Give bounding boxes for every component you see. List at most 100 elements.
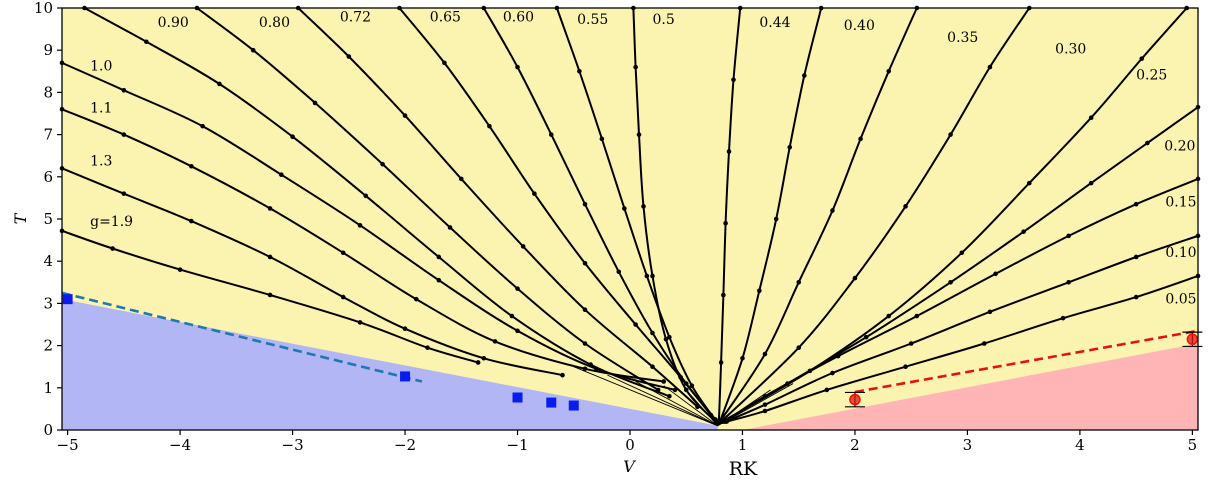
curve-point-0.05-6 <box>762 408 768 414</box>
curve-point-0.25-5 <box>886 313 891 319</box>
curve-point-0.15-2 <box>1066 233 1071 239</box>
curve-point-0.5-2 <box>636 132 642 137</box>
x-tick-label-2: −3 <box>282 436 304 454</box>
curve-point-0.65-3 <box>532 191 537 196</box>
curve-point-0.30-4 <box>852 275 858 281</box>
blue-marker-1 <box>400 371 411 382</box>
boundary-fit-left <box>61 291 423 383</box>
curve-0.90 <box>82 5 672 399</box>
curve-point-0.15-4 <box>914 313 920 319</box>
curve-label-1.3: 1.3 <box>90 153 112 169</box>
y-tick-label-7: 7 <box>43 126 53 144</box>
curve-point-0.20-5 <box>863 334 869 340</box>
curve-point-0.10-4 <box>908 341 914 346</box>
curve-point-g-1.9-4 <box>357 320 363 325</box>
curve-point-0.44-5 <box>718 360 724 365</box>
y-axis-label: T <box>11 212 30 224</box>
curve-point-0.90-7 <box>588 362 593 367</box>
x-tick-label-9: 4 <box>1075 436 1085 454</box>
red-marker-1 <box>1182 331 1203 348</box>
curve-point-1.3-5 <box>402 326 408 332</box>
curve-0.5 <box>631 5 721 426</box>
temperature-curves <box>59 5 1201 426</box>
curve-point-0.90-3 <box>290 134 295 140</box>
curve-point-0.20-3 <box>1021 229 1026 234</box>
curve-point-0.35-5 <box>762 351 768 357</box>
curve-point-0.72-2 <box>402 113 408 118</box>
curve-point-1.1-1 <box>121 132 127 137</box>
curve-1.1 <box>59 106 667 384</box>
x-tick-label-7: 2 <box>850 436 860 454</box>
curve-point-0.35-1 <box>886 69 891 74</box>
y-tick-label-1: 1 <box>43 379 53 397</box>
curve-point-0.15-3 <box>993 271 998 277</box>
curve-point-0.10-6 <box>762 402 768 407</box>
curve-label-0.35: 0.35 <box>947 30 978 46</box>
x-tick-label-8: 3 <box>963 436 973 454</box>
curve-point-0.80-1 <box>250 47 256 53</box>
curve-point-0.44-4 <box>721 292 726 298</box>
y-tick-label-2: 2 <box>43 337 53 355</box>
curve-point-0.60-2 <box>548 132 554 137</box>
curve-point-0.35-3 <box>830 208 835 213</box>
curve-point-0.90-1 <box>144 39 149 45</box>
curve-point-0.30-5 <box>796 345 802 351</box>
curve-point-0.05-3 <box>981 341 987 346</box>
curve-line-0.15 <box>723 177 1199 423</box>
y-tick-label-3: 3 <box>43 294 53 312</box>
curve-point-g-1.9-5 <box>425 345 430 351</box>
curve-label-0.80: 0.80 <box>259 15 290 31</box>
curve-point-1.0-5 <box>436 277 442 283</box>
curve-point-0.65-5 <box>633 322 638 327</box>
curve-label-0.60: 0.60 <box>503 10 534 26</box>
curve-point-0.80-6 <box>582 341 588 346</box>
curve-point-1.3-1 <box>121 191 127 196</box>
x-axis-label: V <box>623 457 636 476</box>
curve-point-0.90-4 <box>363 193 368 199</box>
curve-line-0.65 <box>398 7 712 416</box>
curve-point-0.65-2 <box>487 123 492 129</box>
curve-label-0.90: 0.90 <box>158 15 189 31</box>
boundary-fit-right <box>854 329 1199 394</box>
curve-label-g-1.9: g=1.9 <box>90 214 133 230</box>
curve-point-0.05-4 <box>903 364 908 370</box>
curve-point-0.25-2 <box>1088 115 1094 121</box>
curve-point-1.0-4 <box>357 223 363 228</box>
axis-ticks: −5 −4 −3 −2 −1 0 1 2 3 4 5 0 1 2 3 4 5 6 7 8 9 10 <box>34 0 1197 454</box>
boundary-markers <box>62 294 1203 411</box>
curve-point-0.80-5 <box>515 286 520 291</box>
curve-point-0.60-1 <box>515 64 520 70</box>
curve-point-0.55-5 <box>667 334 672 340</box>
curve-point-0.5-3 <box>641 204 646 209</box>
fan-line-1 <box>607 374 718 427</box>
curve-point-1.3-4 <box>340 294 346 300</box>
curve-point-0.44-3 <box>723 220 728 226</box>
curve-point-0.10-3 <box>987 309 993 315</box>
curve-point-0.30-2 <box>948 132 953 137</box>
curve-point-0.55-1 <box>577 69 582 74</box>
curve-point-1.1-8 <box>661 379 667 384</box>
red-marker-circle-0 <box>849 393 861 406</box>
curve-g-1.9 <box>59 228 481 365</box>
curve-labels: 0.90 0.80 0.72 0.65 0.60 0.55 0.5 0.44 0.40 0.35 0… <box>90 10 1196 308</box>
x-tick-label-1: −4 <box>169 436 191 454</box>
curve-line-0.60 <box>482 7 717 421</box>
curve-point-0.05-2 <box>1060 315 1066 321</box>
curve-label-0.05: 0.05 <box>1165 291 1196 307</box>
curve-point-0.35-4 <box>796 280 802 285</box>
curve-point-1.0-6 <box>515 328 520 334</box>
curve-point-0.05-1 <box>1133 294 1139 300</box>
curve-point-0.55-2 <box>599 136 605 142</box>
curve-line-0.10 <box>725 234 1199 423</box>
red-marker-0 <box>844 391 865 408</box>
curve-point-0.05-5 <box>824 387 830 393</box>
fan-line-3 <box>663 385 718 427</box>
blue-marker-3 <box>546 397 557 408</box>
curve-point-0.5-1 <box>633 64 638 70</box>
x-tick-label-3: −2 <box>394 436 416 454</box>
curve-point-0.25-1 <box>1139 56 1145 61</box>
curve-label-0.55: 0.55 <box>577 12 608 28</box>
curve-point-0.44-2 <box>726 149 732 154</box>
curve-point-0.72-3 <box>458 176 464 182</box>
